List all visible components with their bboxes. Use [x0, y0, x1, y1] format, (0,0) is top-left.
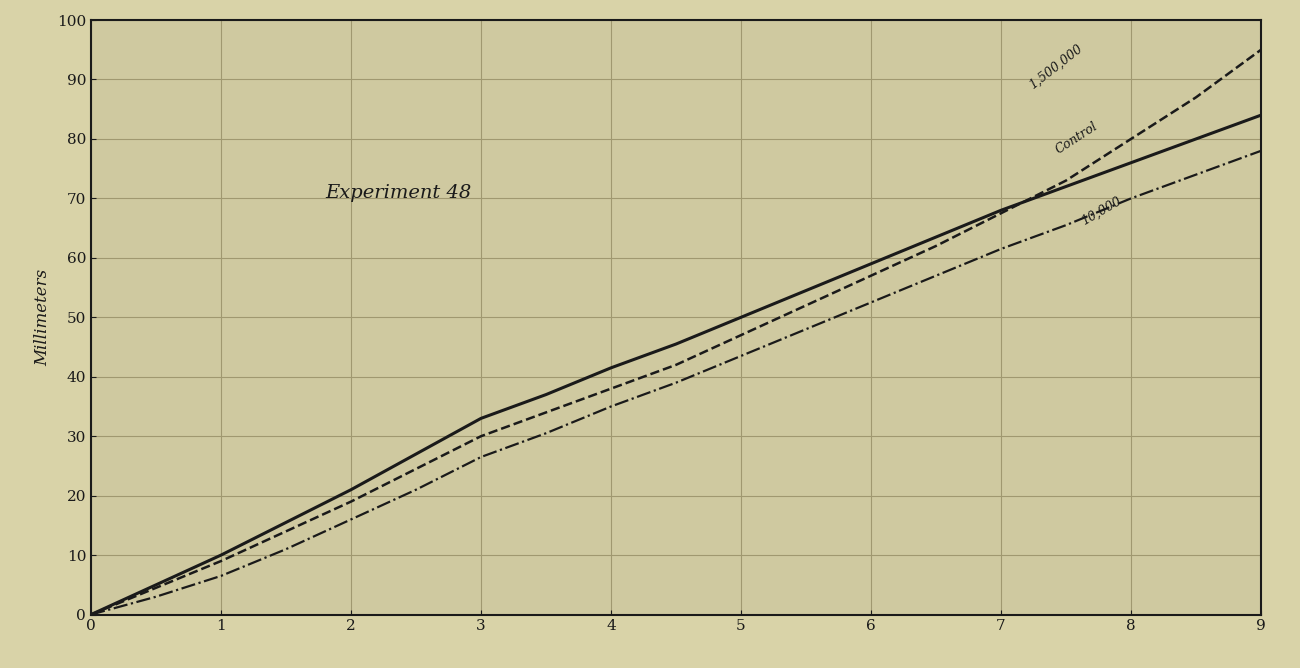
Text: Experiment 48: Experiment 48: [325, 184, 471, 202]
Text: 1,500,000: 1,500,000: [1027, 41, 1086, 92]
Text: 10,000: 10,000: [1079, 195, 1123, 228]
Y-axis label: Millimeters: Millimeters: [34, 269, 51, 366]
Text: Control: Control: [1053, 120, 1100, 157]
